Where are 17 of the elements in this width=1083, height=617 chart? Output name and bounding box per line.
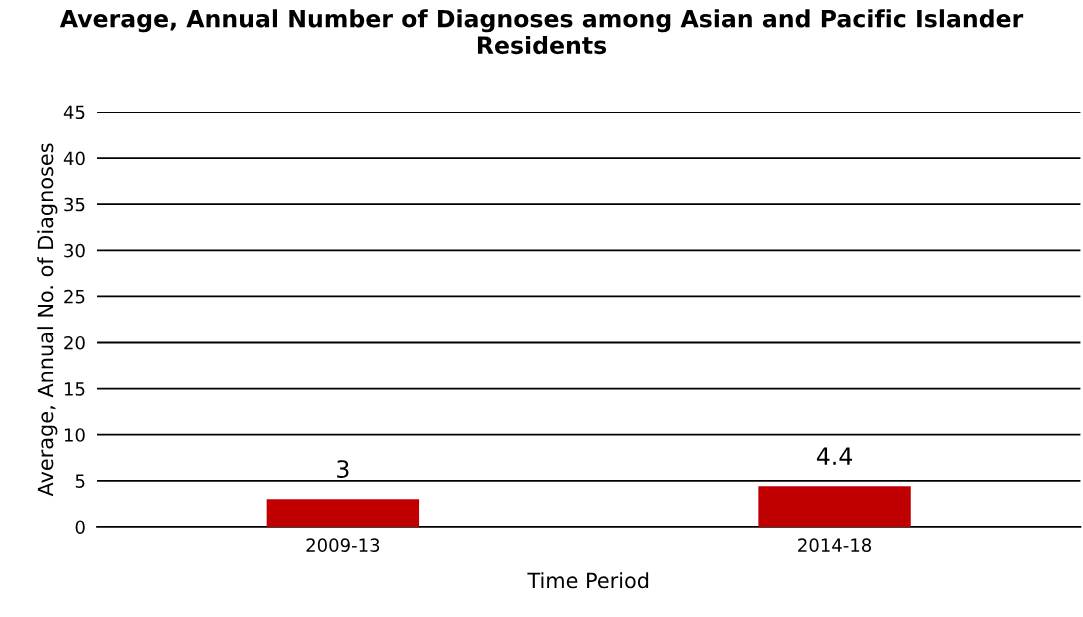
y-tick-label: 45 — [63, 105, 85, 120]
x-tick-label: 2014-18 — [798, 538, 872, 553]
data-label: 3 — [337, 460, 349, 479]
x-axis-title: Time Period — [527, 572, 649, 589]
y-tick-label: 0 — [75, 520, 85, 535]
y-axis-title: Average, Annual No. of Diagnoses — [37, 143, 58, 497]
y-tick-label: 5 — [75, 474, 85, 488]
y-tick-label: 10 — [64, 428, 85, 442]
y-tick-label: 40 — [63, 151, 85, 166]
data-label: 4.4 — [816, 447, 853, 465]
y-tick-label: 30 — [64, 243, 85, 258]
y-tick-label: 25 — [64, 289, 85, 304]
y-tick-label: 35 — [64, 197, 85, 212]
chart-title: Average, Annual Number of Diagnoses among Asian and Pacific Islander Residents — [59, 9, 1024, 55]
y-tick-label: 20 — [64, 335, 85, 350]
y-tick-label: 15 — [64, 382, 85, 396]
x-tick-label: 2009-13 — [306, 538, 380, 553]
